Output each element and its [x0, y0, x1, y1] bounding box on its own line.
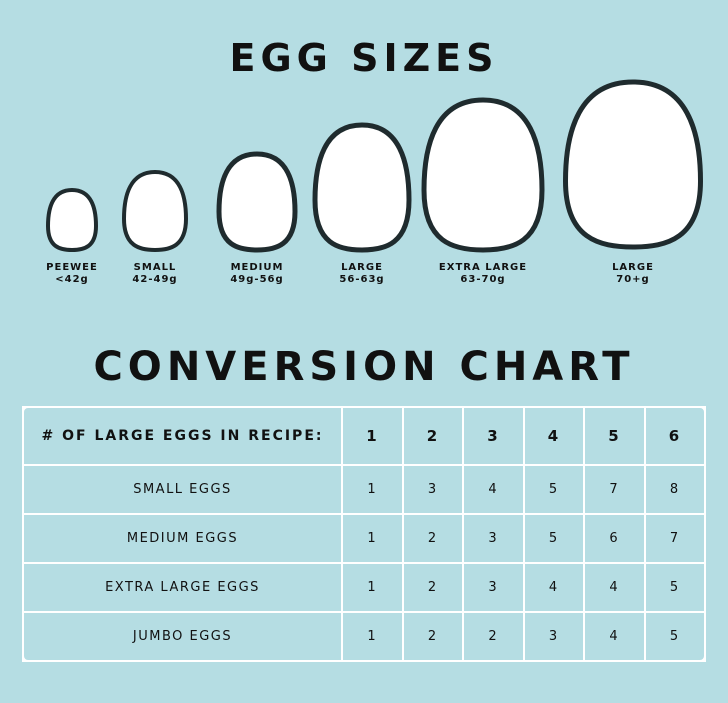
header-cell: 6 — [643, 406, 706, 466]
row-label: MEDIUM EGGS — [22, 512, 343, 564]
egg-label: EXTRA LARGE 63-70g — [423, 262, 543, 286]
table-row: JUMBO EGGS 1 2 2 3 4 5 — [22, 610, 706, 663]
egg-icon — [312, 122, 412, 253]
table-cell: 4 — [583, 610, 646, 663]
table-cell: 8 — [643, 463, 706, 515]
table-cell: 3 — [462, 512, 525, 564]
table-cell: 1 — [341, 512, 404, 564]
table-cell: 2 — [401, 512, 464, 564]
header-cell: 1 — [341, 406, 404, 466]
egg-icon — [562, 79, 704, 250]
egg-icon — [45, 187, 99, 253]
conversion-chart-title: CONVERSION CHART — [93, 344, 635, 390]
table-header-row: # OF LARGE EGGS IN RECIPE: 1 2 3 4 5 6 — [22, 406, 706, 466]
egg-size-name: MEDIUM — [230, 262, 284, 273]
table-row: MEDIUM EGGS 1 2 3 5 6 7 — [22, 512, 706, 564]
header-cell: 2 — [401, 406, 464, 466]
egg-icon — [421, 97, 545, 253]
egg-label: LARGE 56-63g — [302, 262, 422, 286]
egg-icon — [121, 169, 189, 253]
egg-label: LARGE 70+g — [573, 262, 693, 286]
header-cell: 5 — [583, 406, 646, 466]
table-cell: 1 — [341, 463, 404, 515]
table-row: SMALL EGGS 1 3 4 5 7 8 — [22, 463, 706, 515]
header-cell: 3 — [462, 406, 525, 466]
table-cell: 4 — [522, 561, 585, 613]
egg-size-name: PEEWEE — [46, 262, 98, 273]
egg-weight-range: 42-49g — [132, 274, 178, 285]
table-cell: 7 — [583, 463, 646, 515]
egg-weight-range: 70+g — [616, 274, 650, 285]
table-cell: 4 — [583, 561, 646, 613]
egg-size-name: EXTRA LARGE — [438, 262, 528, 273]
table-cell: 6 — [583, 512, 646, 564]
egg-label: PEEWEE <42g — [12, 262, 132, 286]
egg-weight-range: 63-70g — [460, 274, 506, 285]
header-cell: 4 — [522, 406, 585, 466]
table-row: EXTRA LARGE EGGS 1 2 3 4 4 5 — [22, 561, 706, 613]
egg-weight-range: 56-63g — [339, 274, 385, 285]
egg-label: SMALL 42-49g — [95, 262, 215, 286]
egg-sizes-title: EGG SIZES — [229, 36, 499, 80]
table-cell: 5 — [643, 561, 706, 613]
table-cell: 5 — [643, 610, 706, 663]
row-label: EXTRA LARGE EGGS — [22, 561, 343, 613]
table-cell: 3 — [462, 561, 525, 613]
egg-size-name: LARGE — [612, 262, 654, 273]
egg-label: MEDIUM 49g-56g — [197, 262, 317, 286]
table-cell: 7 — [643, 512, 706, 564]
table-cell: 1 — [341, 610, 404, 663]
egg-icon — [216, 151, 298, 253]
egg-weight-range: 49g-56g — [230, 274, 284, 285]
egg-size-name: SMALL — [133, 262, 177, 273]
table-cell: 5 — [522, 463, 585, 515]
table-cell: 5 — [522, 512, 585, 564]
table-cell: 3 — [401, 463, 464, 515]
egg-weight-range: <42g — [55, 274, 89, 285]
egg-size-name: LARGE — [341, 262, 383, 273]
table-cell: 1 — [341, 561, 404, 613]
table-cell: 2 — [401, 610, 464, 663]
egg-illustrations — [45, 79, 704, 253]
header-label: # OF LARGE EGGS IN RECIPE: — [22, 406, 343, 466]
conversion-table: # OF LARGE EGGS IN RECIPE: 1 2 3 4 5 6 SMALL EG… — [22, 406, 706, 663]
table-cell: 2 — [401, 561, 464, 613]
table-cell: 2 — [462, 610, 525, 663]
row-label: JUMBO EGGS — [22, 610, 343, 663]
table-cell: 3 — [522, 610, 585, 663]
table-cell: 4 — [462, 463, 525, 515]
row-label: SMALL EGGS — [22, 463, 343, 515]
